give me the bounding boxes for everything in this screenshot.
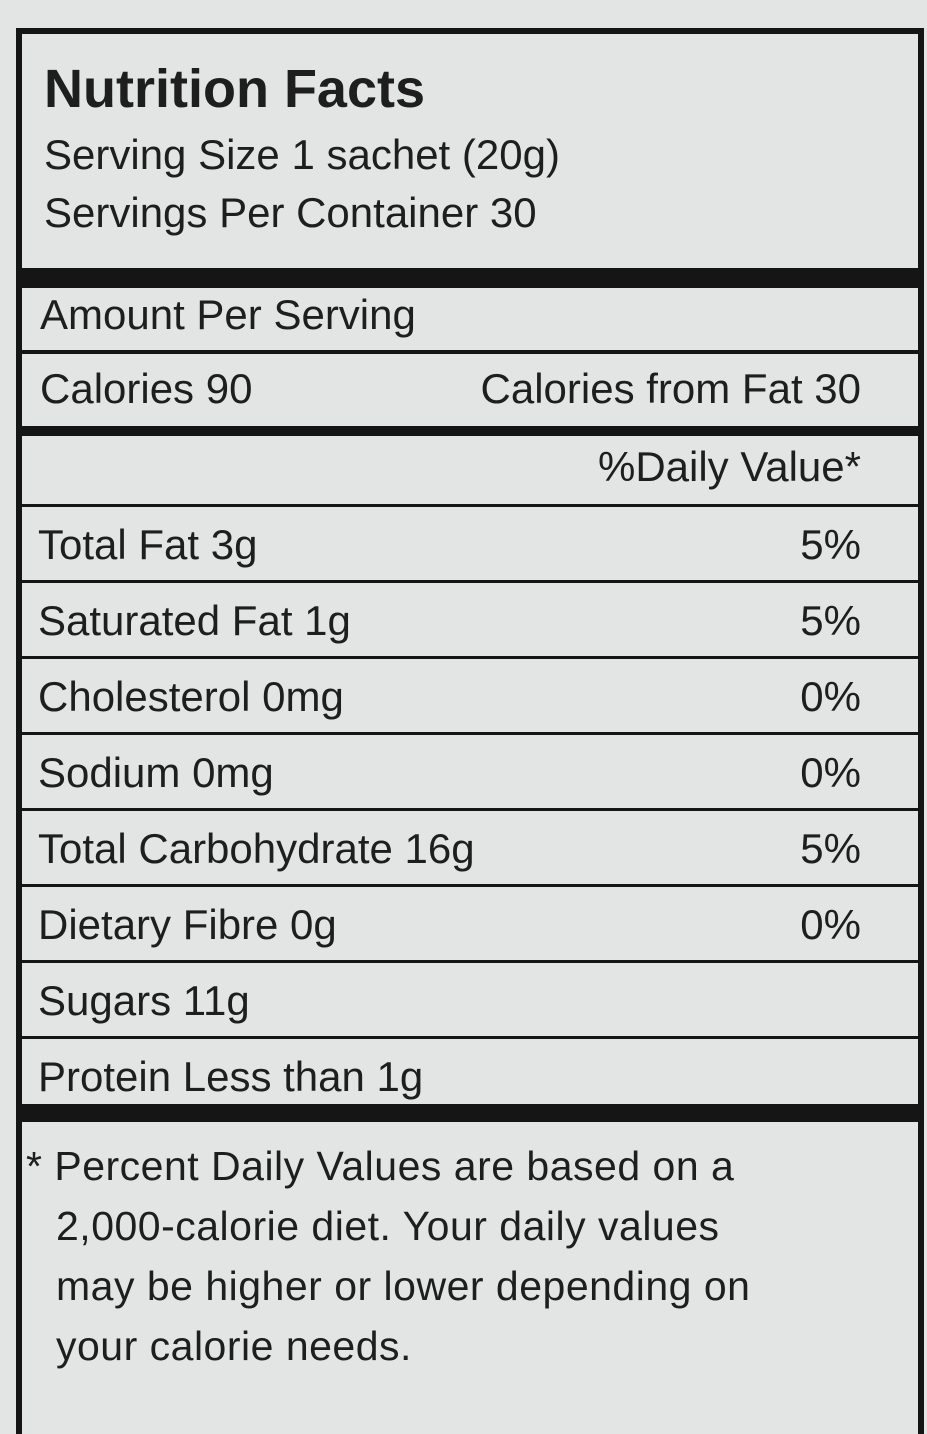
rule <box>18 580 920 583</box>
rule <box>18 884 920 887</box>
nutrient-label: Sodium 0mg <box>38 749 274 796</box>
rule <box>18 1036 920 1039</box>
calories-from-fat: Calories from Fat 30 <box>480 365 861 412</box>
footnote-line: your calorie needs. <box>56 1323 412 1369</box>
daily-value: 5% <box>800 521 861 568</box>
rule <box>18 732 920 735</box>
daily-value: 0% <box>800 749 861 796</box>
daily-value: 0% <box>800 901 861 948</box>
rule <box>18 808 920 811</box>
amount-per-serving: Amount Per Serving <box>40 291 416 338</box>
daily-value-header: %Daily Value* <box>597 443 861 490</box>
title: Nutrition Facts <box>44 59 426 119</box>
footnote-line: may be higher or lower depending on <box>56 1263 751 1309</box>
daily-value: 0% <box>800 673 861 720</box>
rule <box>18 960 920 963</box>
daily-value: 5% <box>800 597 861 644</box>
nutrient-label: Protein Less than 1g <box>38 1053 424 1100</box>
calories: Calories 90 <box>40 365 253 412</box>
nutrient-label: Saturated Fat 1g <box>38 597 351 644</box>
rule <box>18 504 920 507</box>
servings-per-container: Servings Per Container 30 <box>44 189 537 236</box>
footnote-line: 2,000-calorie diet. Your daily values <box>56 1203 720 1249</box>
rule <box>18 350 920 354</box>
thick-rule <box>18 268 920 288</box>
rule <box>18 656 920 659</box>
serving-size: Serving Size 1 sachet (20g) <box>44 131 560 178</box>
daily-value: 5% <box>800 825 861 872</box>
nutrient-label: Cholesterol 0mg <box>38 673 344 720</box>
nutrient-label: Total Carbohydrate 16g <box>38 825 475 872</box>
label-border <box>16 28 924 1434</box>
thick-rule <box>18 1104 920 1122</box>
footnote-line: * Percent Daily Values are based on a <box>26 1143 735 1189</box>
nutrient-label: Sugars 11g <box>38 977 250 1024</box>
nutrient-label: Dietary Fibre 0g <box>38 901 337 948</box>
rule <box>18 426 920 436</box>
nutrient-label: Total Fat 3g <box>38 521 258 568</box>
